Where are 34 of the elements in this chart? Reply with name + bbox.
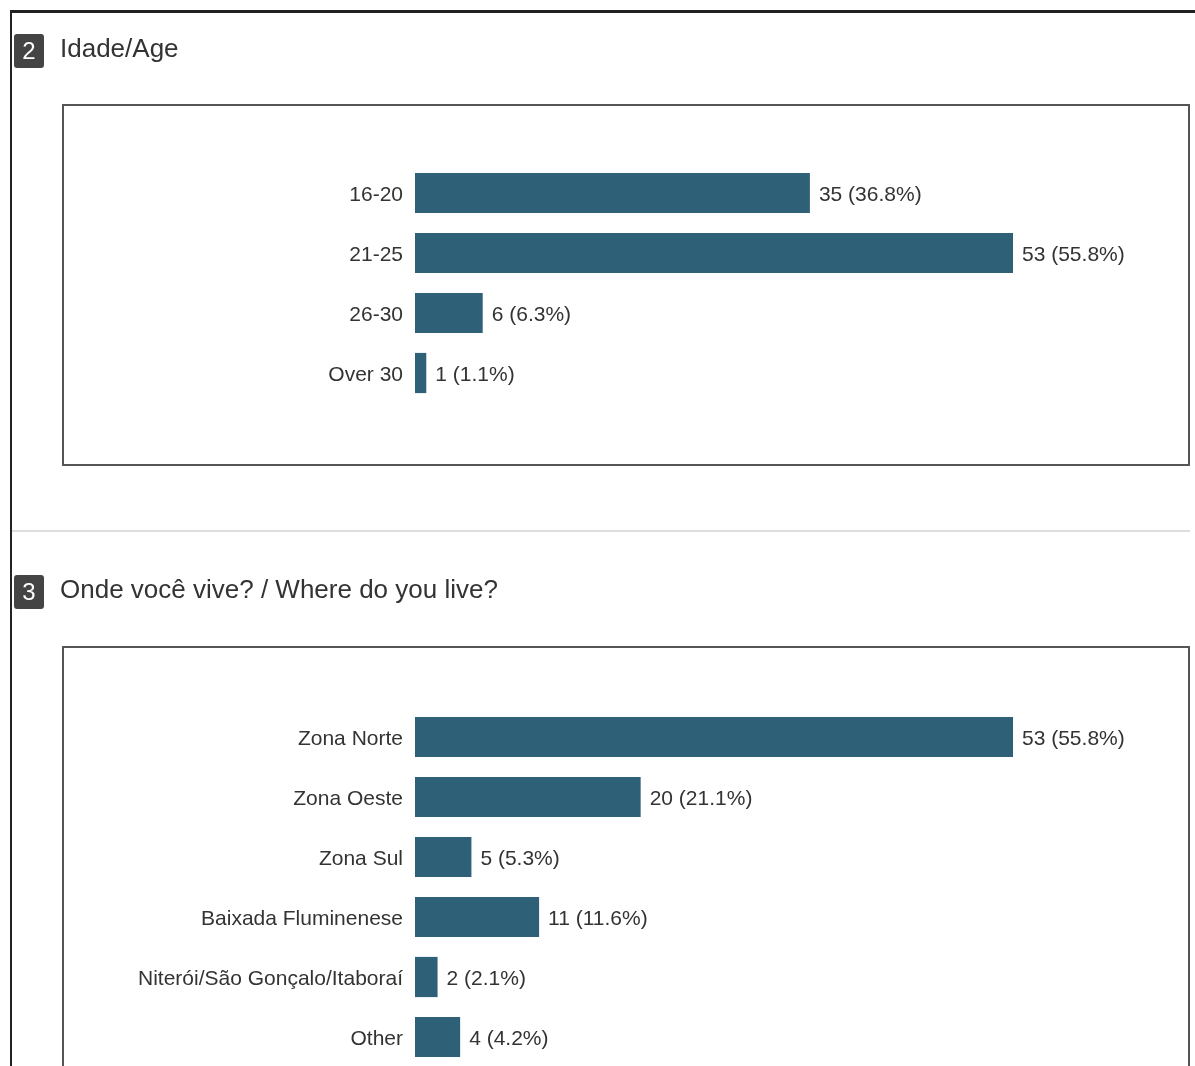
y-tick-label: Baixada Fluminenese [201,905,403,929]
data-label: 4 (4.2%) [469,1025,549,1049]
data-label: 35 (36.8%) [818,181,922,205]
text: 2 [14,34,44,68]
bar [415,896,540,938]
data-label: 2 (2.1%) [446,965,526,989]
y-tick-label: Zona Oeste [293,785,403,809]
y-tick-label: 16-20 [349,181,403,205]
bar [415,776,641,818]
y-tick-label: Zona Norte [297,725,403,749]
bar [415,172,810,214]
data-label: 53 (55.8%) [1022,241,1125,265]
data-label: 6 (6.3%) [491,301,572,325]
y-tick-label: Other [350,1025,403,1049]
data-label: 1 (1.1%) [435,361,515,385]
y-tick-label: Over 30 [328,361,403,385]
data-label: 20 (21.1%) [649,785,753,809]
y-tick-label: 26-30 [349,301,403,325]
bar [415,956,438,998]
data-label: 53 (55.8%) [1022,725,1125,749]
y-tick-label: 21-25 [349,241,403,265]
y-tick-label: Niterói/São Gonçalo/Itaboraí [138,965,404,989]
data-label: 11 (11.6%) [548,905,648,929]
bar [415,232,1013,274]
chart-title: Onde você vive? / Where do you live? [60,574,498,605]
text: 3 [14,575,44,609]
bar [415,716,1013,758]
text: Idade/Age [60,33,179,64]
bar [415,292,483,334]
bar [415,1016,461,1058]
bar [415,836,472,878]
y-tick-label: Zona Sul [318,845,403,869]
bar [415,352,427,394]
data-label: 5 (5.3%) [480,845,560,869]
